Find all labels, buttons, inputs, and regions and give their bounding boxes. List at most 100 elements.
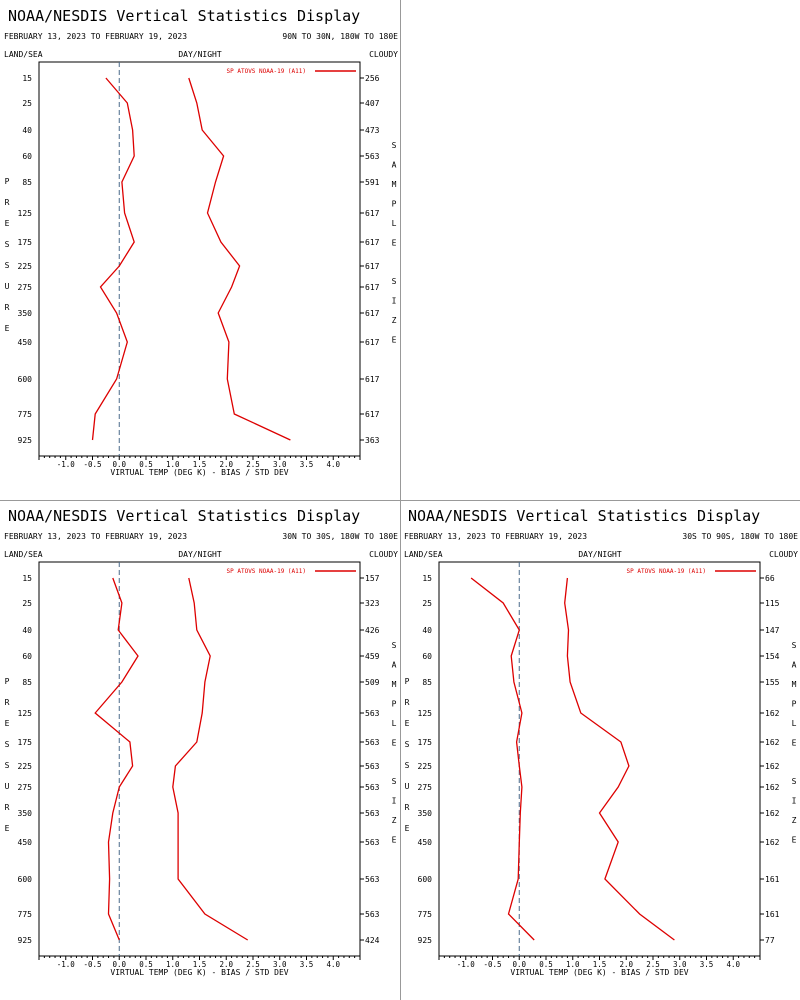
x-tick-label: 2.0	[219, 960, 233, 969]
x-tick-label: 3.5	[300, 960, 314, 969]
cloudy-label: CLOUDY	[369, 550, 398, 559]
sample-size-label-letter: S	[392, 277, 397, 286]
bias-line	[91, 77, 135, 441]
y-tick-label: 450	[418, 838, 433, 847]
y-tick-label: 175	[18, 238, 33, 247]
sample-size-label-letter: E	[392, 739, 397, 748]
x-tick-label: 3.5	[700, 960, 714, 969]
y-tick-label: 600	[18, 875, 33, 884]
sample-size-label-letter: M	[392, 180, 397, 189]
pressure-label-letter: E	[5, 219, 10, 228]
pressure-label-letter: P	[5, 677, 10, 686]
sample-size-label-letter: M	[392, 680, 397, 689]
sample-size-label-letter: E	[392, 239, 397, 248]
y-tick-label: 60	[22, 652, 32, 661]
x-tick-label: -1.0	[457, 960, 476, 969]
pressure-label-letter: P	[5, 177, 10, 186]
chart-svg-90n-30n: NOAA/NESDIS Vertical Statistics Display F…	[4, 7, 398, 477]
pressure-label-letter: U	[405, 782, 410, 791]
bias-line	[470, 577, 535, 941]
sample-size-label-letter: Z	[792, 816, 797, 825]
y-tick-label: 775	[418, 910, 433, 919]
sample-size-value: 563	[365, 738, 380, 747]
x-tick-label: 2.5	[646, 960, 660, 969]
sample-size-label-letter: S	[392, 641, 397, 650]
x-axis-label: VIRTUAL TEMP (DEG K) - BIAS / STD DEV	[110, 968, 288, 977]
x-tick-label: 0.0	[112, 960, 126, 969]
y-tick-label: 25	[422, 599, 432, 608]
sample-size-value: 77	[765, 936, 775, 945]
panel-divider-horizontal	[0, 500, 800, 501]
y-tick-label: 350	[418, 809, 433, 818]
sample-size-value: 162	[765, 838, 780, 847]
date-range: FEBRUARY 13, 2023 TO FEBRUARY 19, 2023	[4, 532, 187, 541]
pressure-label-letter: E	[405, 824, 410, 833]
sample-size-value: 407	[365, 99, 380, 108]
x-tick-label: 0.5	[139, 960, 153, 969]
y-tick-label: 60	[22, 152, 32, 161]
sample-size-value: 617	[365, 375, 380, 384]
sample-size-value: 563	[365, 762, 380, 771]
sample-size-value: 147	[765, 626, 780, 635]
sample-size-label-letter: A	[392, 661, 397, 670]
y-tick-label: 15	[22, 574, 32, 583]
sample-size-value: 563	[365, 875, 380, 884]
cloudy-label: CLOUDY	[369, 50, 398, 59]
sample-size-value: 424	[365, 936, 380, 945]
sample-size-label-letter: P	[792, 700, 797, 709]
x-tick-label: 0.5	[139, 460, 153, 469]
x-tick-label: 0.0	[512, 960, 526, 969]
pressure-label-letter: E	[5, 324, 10, 333]
sample-size-label-letter: Z	[392, 816, 397, 825]
chart-panel-30n-30s: NOAA/NESDIS Vertical Statistics Display F…	[0, 500, 400, 1000]
x-tick-label: -0.5	[483, 960, 501, 969]
sample-size-value: 563	[365, 152, 380, 161]
sample-size-value: 162	[765, 709, 780, 718]
date-range: FEBRUARY 13, 2023 TO FEBRUARY 19, 2023	[404, 532, 587, 541]
std-dev-line	[188, 77, 291, 441]
y-tick-label: 125	[418, 709, 433, 718]
sample-size-value: 617	[365, 262, 380, 271]
x-tick-label: 4.0	[726, 960, 740, 969]
sample-size-label-letter: Z	[392, 316, 397, 325]
y-tick-label: 125	[18, 709, 33, 718]
pressure-label-letter: S	[405, 740, 410, 749]
sample-size-value: 161	[765, 910, 780, 919]
chart-svg-30s-90s: NOAA/NESDIS Vertical Statistics Display F…	[404, 507, 798, 977]
sample-size-label-letter: P	[392, 700, 397, 709]
sample-size-label-letter: I	[392, 797, 397, 806]
x-tick-label: -0.5	[83, 460, 101, 469]
y-tick-label: 925	[18, 436, 33, 445]
sample-size-value: 115	[765, 599, 780, 608]
y-tick-label: 175	[18, 738, 33, 747]
x-tick-label: 4.0	[326, 960, 340, 969]
sample-size-label-letter: L	[392, 719, 397, 728]
pressure-label-letter: S	[5, 240, 10, 249]
region-label: 30S TO 90S, 180W TO 180E	[682, 532, 798, 541]
sample-size-value: 66	[765, 574, 775, 583]
sample-size-value: 473	[365, 126, 380, 135]
chart-svg-30n-30s: NOAA/NESDIS Vertical Statistics Display F…	[4, 507, 398, 977]
legend-label: SP ATOVS NOAA-19 (A11)	[227, 68, 306, 75]
pressure-label-letter: R	[405, 698, 410, 707]
sample-size-value: 617	[365, 209, 380, 218]
x-tick-label: 2.5	[246, 960, 260, 969]
x-tick-label: 1.0	[166, 460, 180, 469]
sample-size-value: 563	[365, 809, 380, 818]
sample-size-label-letter: I	[392, 297, 397, 306]
pressure-label-letter: R	[5, 198, 10, 207]
x-tick-label: 2.5	[246, 460, 260, 469]
y-tick-label: 775	[18, 910, 33, 919]
chart-title: NOAA/NESDIS Vertical Statistics Display	[8, 507, 360, 525]
pressure-label-letter: R	[5, 698, 10, 707]
x-tick-label: 3.0	[673, 960, 687, 969]
sample-size-value: 162	[765, 783, 780, 792]
sample-size-label-letter: E	[392, 336, 397, 345]
y-tick-label: 225	[418, 762, 433, 771]
y-tick-label: 40	[422, 626, 432, 635]
y-tick-label: 175	[418, 738, 433, 747]
sample-size-value: 563	[365, 709, 380, 718]
sample-size-value: 617	[365, 410, 380, 419]
sample-size-value: 162	[765, 809, 780, 818]
y-tick-label: 85	[422, 678, 432, 687]
